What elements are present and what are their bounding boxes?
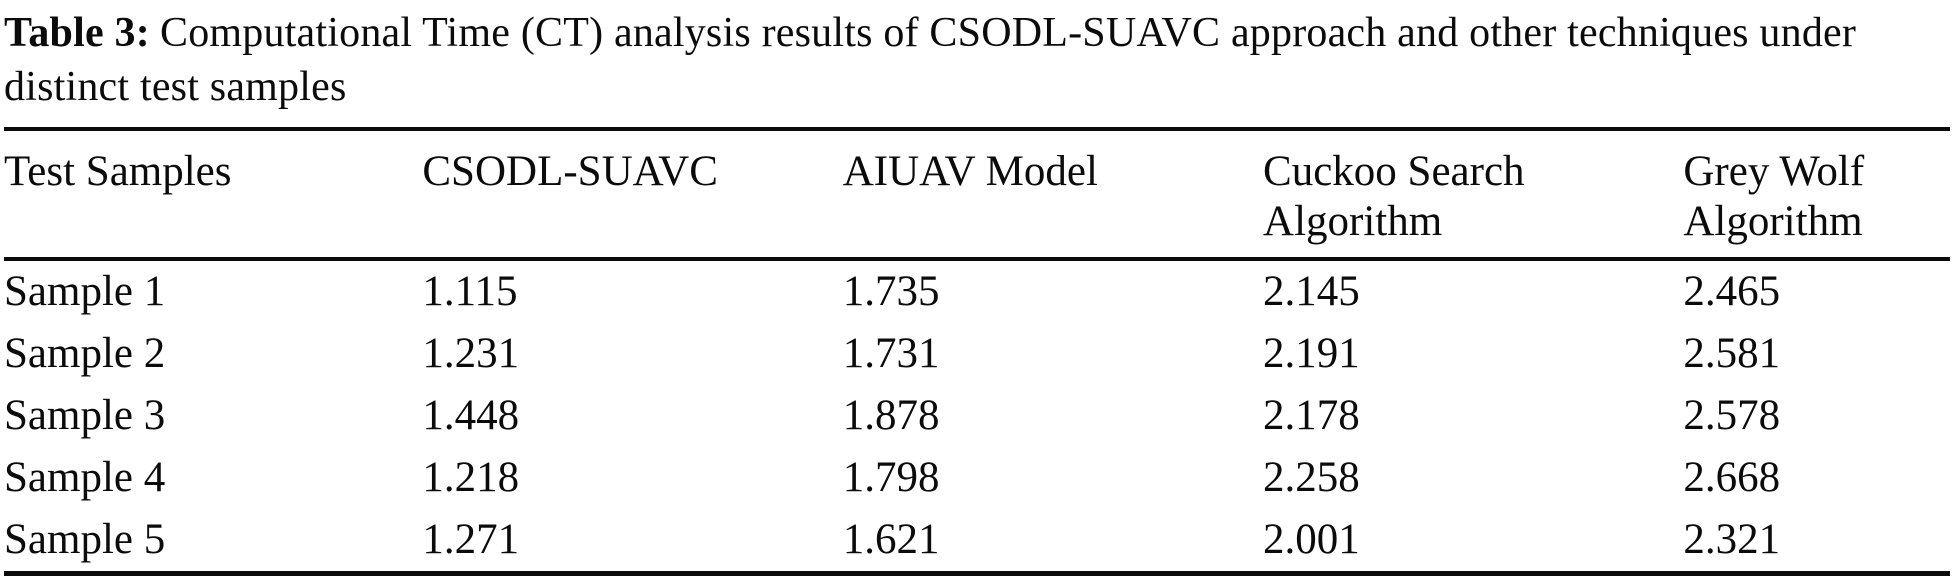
- cell-value: 2.178: [1263, 392, 1360, 439]
- cell-value: 2.321: [1683, 516, 1781, 563]
- cell-value: 1.735: [842, 268, 940, 315]
- table-caption-text: Computational Time (CT) analysis results…: [4, 10, 1857, 110]
- row-label: Sample 5: [4, 516, 166, 563]
- table-caption: Table 3: Computational Time (CT) analysis…: [4, 4, 1952, 114]
- table-row: Sample 1 1.115 1.735 2.145 2.465: [4, 259, 1950, 323]
- column-header-csodl-suavc: CSODL-SUAVC: [422, 129, 843, 261]
- cell-value: 2.578: [1683, 392, 1781, 439]
- cell-value: 2.001: [1263, 516, 1360, 563]
- table-row: Sample 5 1.271 1.621 2.001 2.321: [4, 509, 1950, 574]
- cell-value: 1.731: [842, 330, 940, 377]
- cell-value: 1.621: [842, 516, 940, 563]
- cell-value: 1.448: [422, 392, 520, 439]
- table-header-row: Test Samples CSODL-SUAVC AIUAV Model Cuc…: [4, 129, 1950, 261]
- column-header-test-samples: Test Samples: [4, 129, 423, 261]
- column-header-aiuav-model: AIUAV Model: [842, 129, 1264, 261]
- cell-value: 2.191: [1263, 330, 1360, 377]
- cell-value: 2.145: [1263, 268, 1360, 315]
- cell-value: 2.465: [1683, 268, 1781, 315]
- row-label: Sample 1: [4, 268, 166, 315]
- cell-value: 1.231: [422, 330, 520, 377]
- table-caption-label: Table 3:: [4, 10, 150, 56]
- table-row: Sample 3 1.448 1.878 2.178 2.578: [4, 385, 1950, 447]
- cell-value: 1.798: [842, 454, 940, 501]
- row-label: Sample 2: [4, 330, 166, 377]
- cell-value: 1.271: [422, 516, 520, 563]
- column-header-cuckoo-search-algorithm: Cuckoo Search Algorithm: [1263, 129, 1684, 261]
- table-row: Sample 2 1.231 1.731 2.191 2.581: [4, 323, 1950, 385]
- column-header-grey-wolf-algorithm: Grey Wolf Algorithm: [1683, 129, 1950, 261]
- row-label: Sample 3: [4, 392, 166, 439]
- row-label: Sample 4: [4, 454, 166, 501]
- cell-value: 1.115: [422, 268, 518, 315]
- table-body: Sample 1 1.115 1.735 2.145 2.465 Sample …: [4, 259, 1950, 574]
- cell-value: 1.878: [842, 392, 940, 439]
- computational-time-table: Test Samples CSODL-SUAVC AIUAV Model Cuc…: [4, 127, 1950, 576]
- cell-value: 2.258: [1263, 454, 1360, 501]
- cell-value: 1.218: [422, 454, 520, 501]
- cell-value: 2.668: [1683, 454, 1781, 501]
- table-header: Test Samples CSODL-SUAVC AIUAV Model Cuc…: [4, 129, 1950, 261]
- table-row: Sample 4 1.218 1.798 2.258 2.668: [4, 447, 1950, 509]
- cell-value: 2.581: [1683, 330, 1781, 377]
